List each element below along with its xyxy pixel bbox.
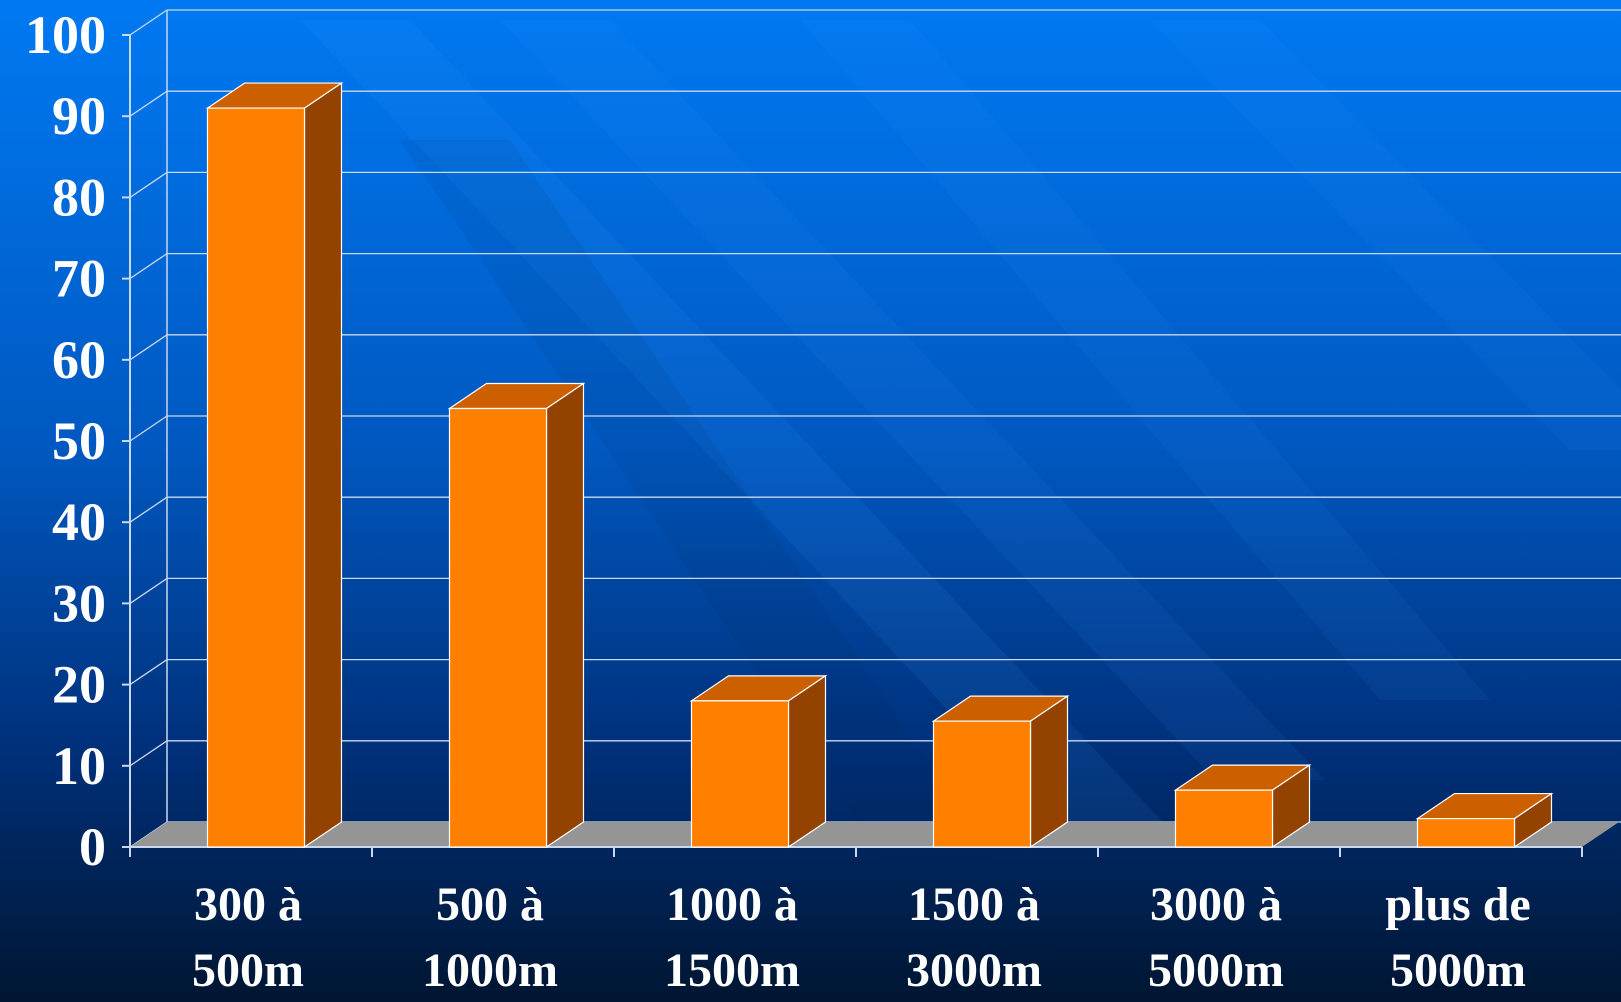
bar: [447, 382, 586, 849]
gridline-depth: [129, 253, 168, 280]
y-tick-label: 20: [52, 655, 106, 715]
gridline-depth: [129, 171, 168, 198]
x-tick-label-line: plus de: [1385, 878, 1530, 931]
decor-band-1: [300, 20, 1175, 835]
x-tick-label-line: 500 à: [436, 878, 544, 931]
bar-side: [1029, 695, 1069, 849]
bar-front: [1174, 789, 1274, 848]
gridline-depth: [129, 740, 168, 767]
bar-side: [787, 674, 827, 849]
decor-band-5: [400, 140, 1060, 960]
gridline-depth: [129, 9, 168, 36]
bar-front: [690, 700, 790, 848]
bar: [205, 81, 344, 849]
x-tick-label: plus de 5000m: [1385, 878, 1530, 997]
gridline-depth: [129, 577, 168, 604]
x-tick-label-line: 5000m: [1390, 944, 1526, 997]
floor-plane: [130, 822, 1619, 847]
bar-front: [1416, 817, 1516, 848]
x-tick-label-line: 3000 à: [1150, 878, 1282, 931]
x-tick-label: 500 à 1000m: [422, 878, 558, 997]
x-tick-label: 300 à 500m: [192, 878, 304, 997]
y-tick-label: 50: [52, 411, 106, 471]
x-tick-labels: 300 à 500m 500 à 1000m 1000 à 1500m 1500 à 3000…: [192, 878, 1531, 997]
bar-side: [303, 81, 343, 849]
x-tick-label-line: 500m: [192, 944, 304, 997]
decor-band-3: [800, 20, 1490, 700]
y-tick-label: 80: [52, 167, 106, 227]
y-tick-label: 100: [25, 5, 106, 65]
y-tick-label: 30: [52, 573, 106, 633]
bar-front: [448, 407, 548, 848]
y-tick-label: 40: [52, 492, 106, 552]
gridlines: [129, 9, 1621, 848]
gridline-depth: [129, 415, 168, 442]
bar-front: [206, 107, 306, 848]
y-tick-label: 10: [52, 736, 106, 796]
x-tick-label-line: 1000 à: [666, 878, 798, 931]
x-tick-label: 3000 à 5000m: [1148, 878, 1284, 997]
x-tick-label-line: 3000m: [906, 944, 1042, 997]
decor-band-2: [500, 20, 1325, 780]
gridline-depth: [129, 496, 168, 523]
y-tick-label: 90: [52, 86, 106, 146]
gridline-depth: [129, 90, 168, 117]
background-decoration: [300, 20, 1621, 960]
x-tick-label-line: 5000m: [1148, 944, 1284, 997]
chart-floor: [130, 822, 1619, 847]
y-tick-label: 70: [52, 249, 106, 309]
bar: [1415, 792, 1554, 849]
bar: [1173, 764, 1312, 849]
x-tick-label: 1000 à 1500m: [664, 878, 800, 997]
gridline-depth: [129, 659, 168, 686]
bar: [931, 695, 1070, 849]
bar: [689, 674, 828, 849]
x-tick-label: 1500 à 3000m: [906, 878, 1042, 997]
x-tick-label-line: 1500m: [664, 944, 800, 997]
decor-band-4: [1150, 20, 1621, 450]
bar-side: [545, 382, 585, 849]
gridline-depth: [129, 334, 168, 361]
y-tick-labels: 0 10 20 30 40 50 60 70 80 90 100: [25, 5, 106, 877]
x-tick-label-line: 1000m: [422, 944, 558, 997]
y-tick-label: 60: [52, 330, 106, 390]
x-tick-label-line: 1500 à: [908, 878, 1040, 931]
bars: [205, 81, 1554, 849]
x-tick-label-line: 300 à: [194, 878, 302, 931]
bar-front: [932, 720, 1032, 848]
axes: [122, 34, 1583, 857]
y-tick-label: 0: [79, 817, 106, 877]
